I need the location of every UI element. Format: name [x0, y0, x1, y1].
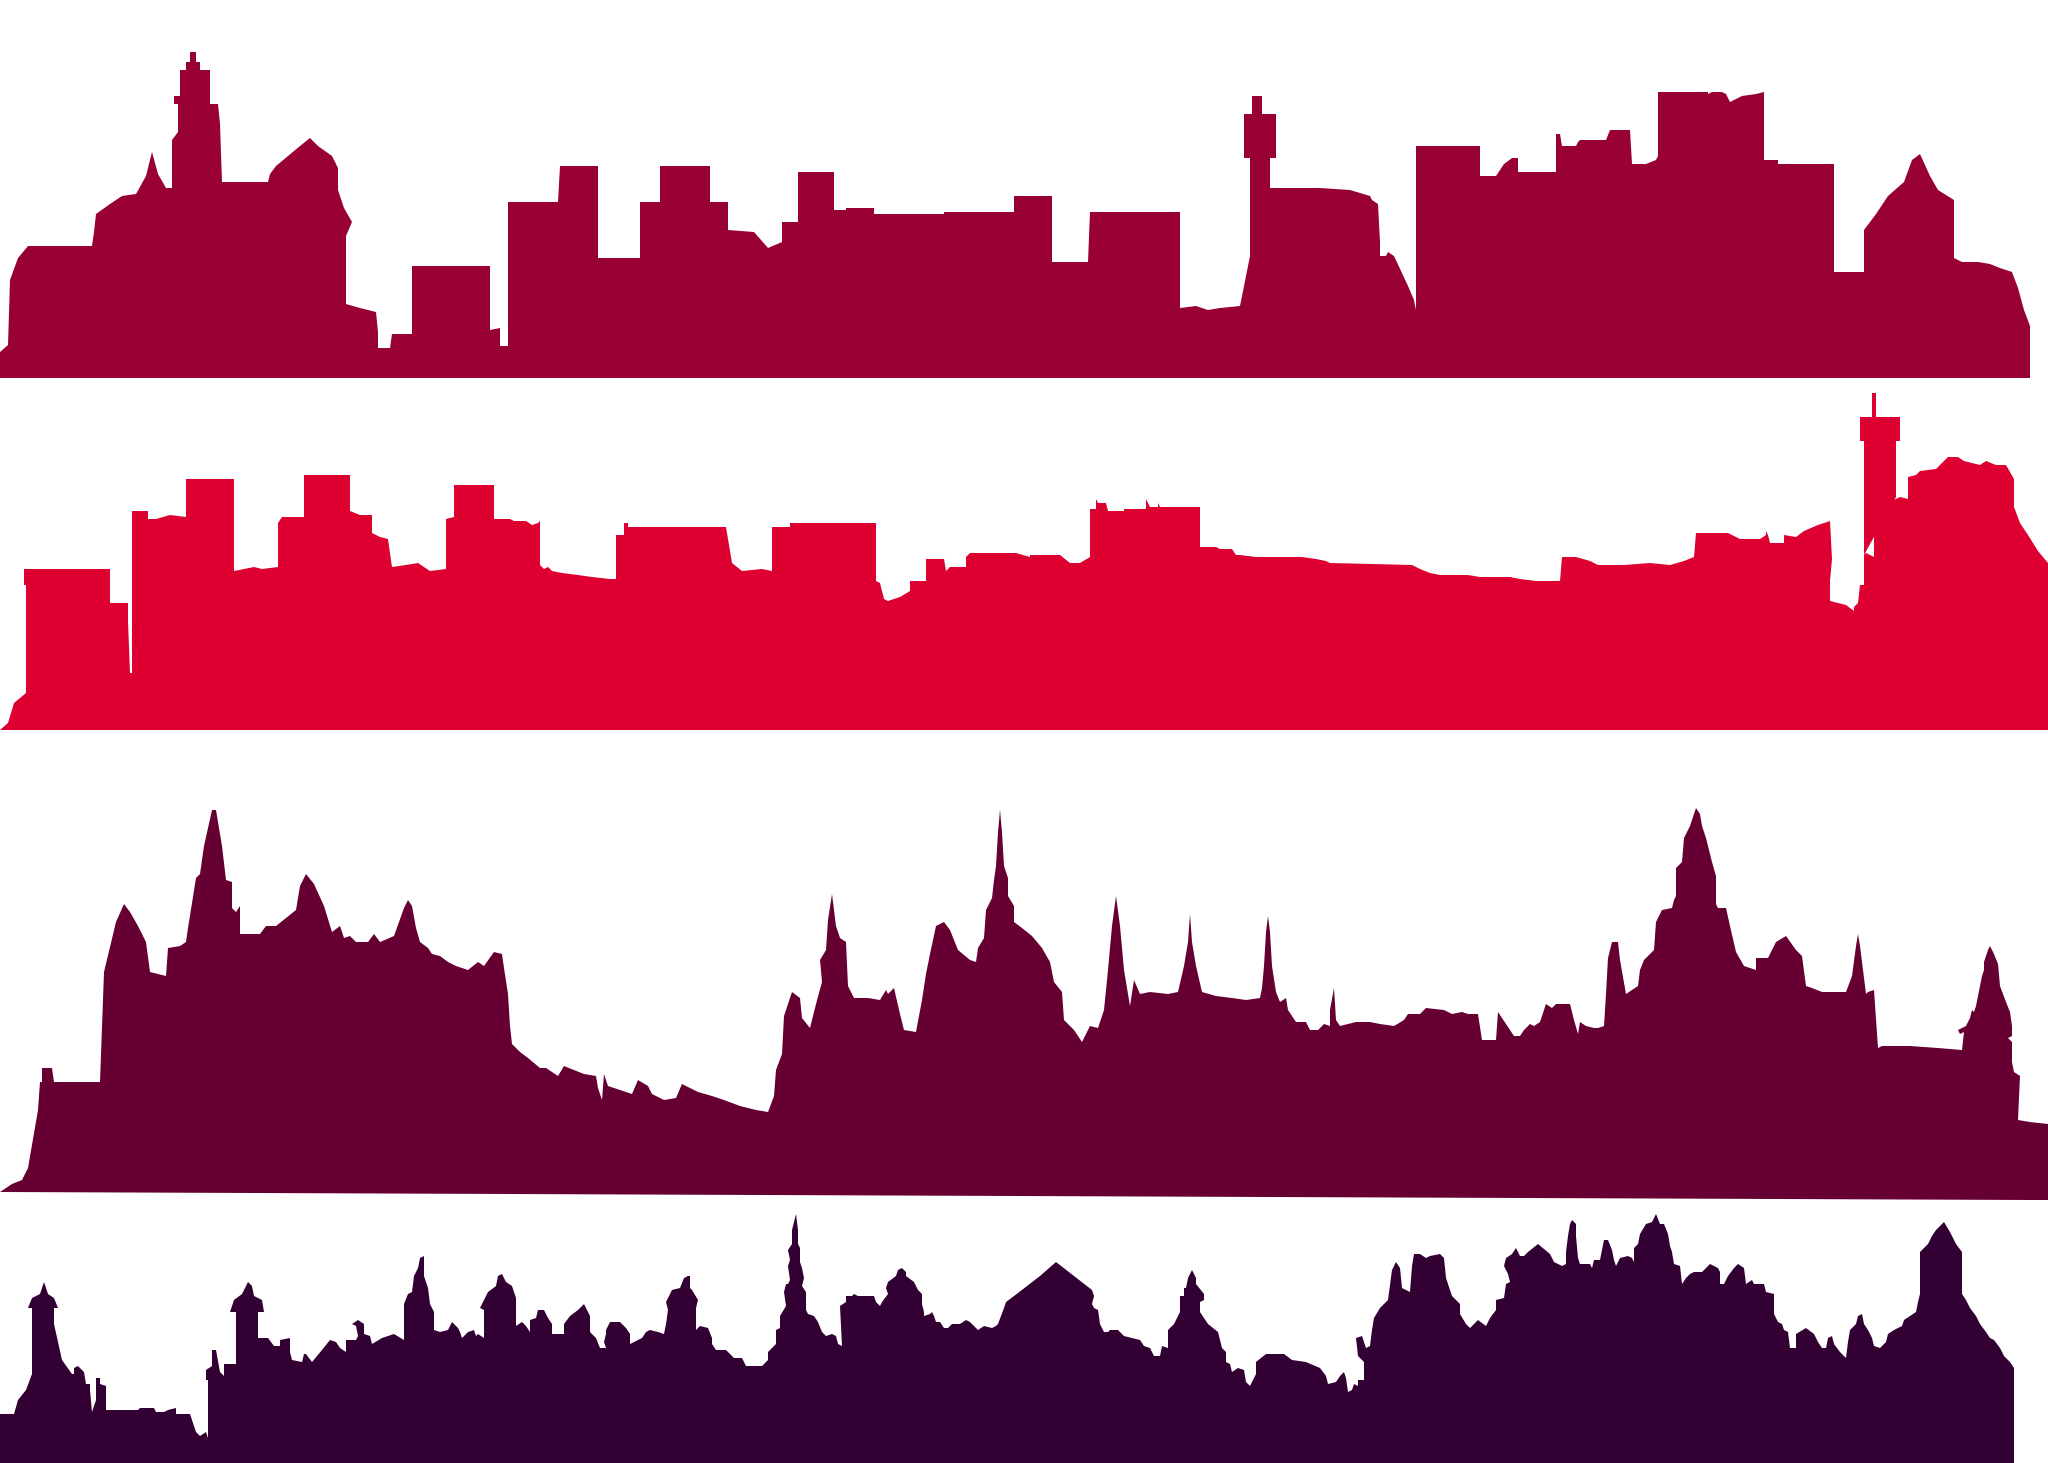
skyline-2 — [0, 385, 2048, 730]
skyline-1 — [0, 0, 2048, 385]
skyline-2-silhouette — [0, 393, 2048, 730]
castle-skyline-shape — [0, 393, 2048, 730]
skyline-3 — [0, 730, 2048, 1200]
skyline-1-silhouette — [0, 52, 2030, 378]
castle-skyline-shape — [0, 52, 2030, 378]
domes-skyline-shape — [0, 1214, 2014, 1463]
skyline-3-silhouette — [0, 808, 2048, 1200]
skyline-4-silhouette — [0, 1214, 2014, 1463]
skyline-4 — [0, 1200, 2048, 1463]
gothic-skyline-shape — [0, 808, 2048, 1200]
